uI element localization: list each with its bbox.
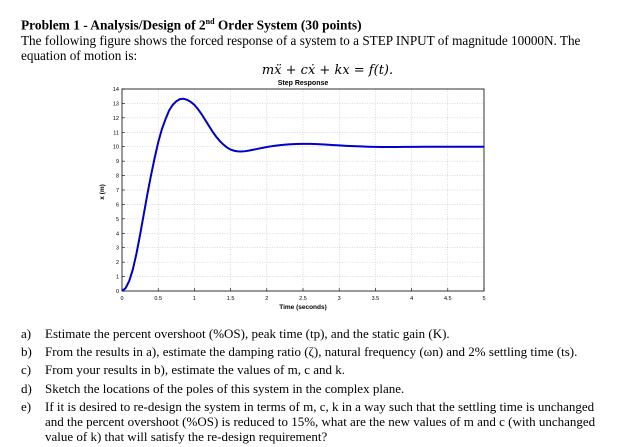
y-tick-label: 6	[116, 202, 119, 208]
step-response-chart: 0 0.5 1 1.5 2 2.5 3 3.5 4 4.5 50123456789101112131…	[99, 80, 486, 311]
x-tick-label: 2.5	[299, 296, 307, 302]
y-tick-label: 1	[116, 275, 119, 281]
y-tick-label: 5	[116, 217, 119, 223]
x-tick-label: 4.5	[444, 296, 452, 302]
question-a: a) Estimate the percent overshoot (%OS), …	[21, 326, 450, 341]
question-d: d) Sketch the locations of the poles of t…	[21, 380, 405, 396]
equation-of-motion: mẍ + cẋ + kx = f(t).	[261, 63, 394, 78]
x-tick-label: 3	[338, 296, 341, 302]
question-c: c) From your results in b), estimate the …	[21, 362, 346, 378]
y-tick-label: 2	[116, 260, 119, 266]
y-tick-label: 4	[116, 231, 119, 237]
y-tick-label: 7	[116, 188, 119, 194]
step-response-line	[121, 97, 484, 292]
y-tick-label: 3	[116, 246, 119, 252]
chart-x-axis-label: Time (seconds)	[279, 304, 327, 311]
x-tick-label: 5	[482, 296, 485, 302]
chart-title: Step Response	[278, 80, 329, 87]
problem-title: Problem 1 - Analysis/Design of 2nd Order…	[21, 17, 362, 33]
x-tick-label: 0	[120, 296, 123, 302]
x-tick-label: 1	[193, 296, 196, 302]
chart-grid	[122, 89, 484, 291]
y-tick-label: 9	[116, 159, 119, 165]
chart-y-axis-label: x (m)	[99, 184, 106, 200]
y-tick-label: 13	[113, 101, 119, 107]
y-tick-label: 14	[113, 87, 119, 93]
problem-intro: The following figure shows the forced re…	[21, 33, 581, 63]
x-tick-label: 0.5	[154, 296, 162, 302]
question-e: e) If it is desired to re-design the syst…	[21, 398, 596, 445]
question-b: b) From the results in a), estimate the d…	[21, 344, 578, 360]
y-tick-label: 8	[116, 174, 119, 180]
question-list: a) Estimate the percent overshoot (%OS), …	[21, 326, 601, 447]
chart-ticks: 0 0.5 1 1.5 2 2.5 3 3.5 4 4.5 50123456789101112131…	[113, 87, 486, 302]
y-tick-label: 0	[116, 289, 119, 295]
y-tick-label: 12	[113, 116, 119, 122]
x-tick-label: 2	[265, 296, 268, 302]
x-tick-label: 3.5	[372, 296, 380, 302]
y-tick-label: 10	[113, 145, 119, 151]
x-tick-label: 4	[410, 296, 413, 302]
y-tick-label: 11	[113, 130, 119, 136]
x-tick-label: 1.5	[227, 296, 235, 302]
